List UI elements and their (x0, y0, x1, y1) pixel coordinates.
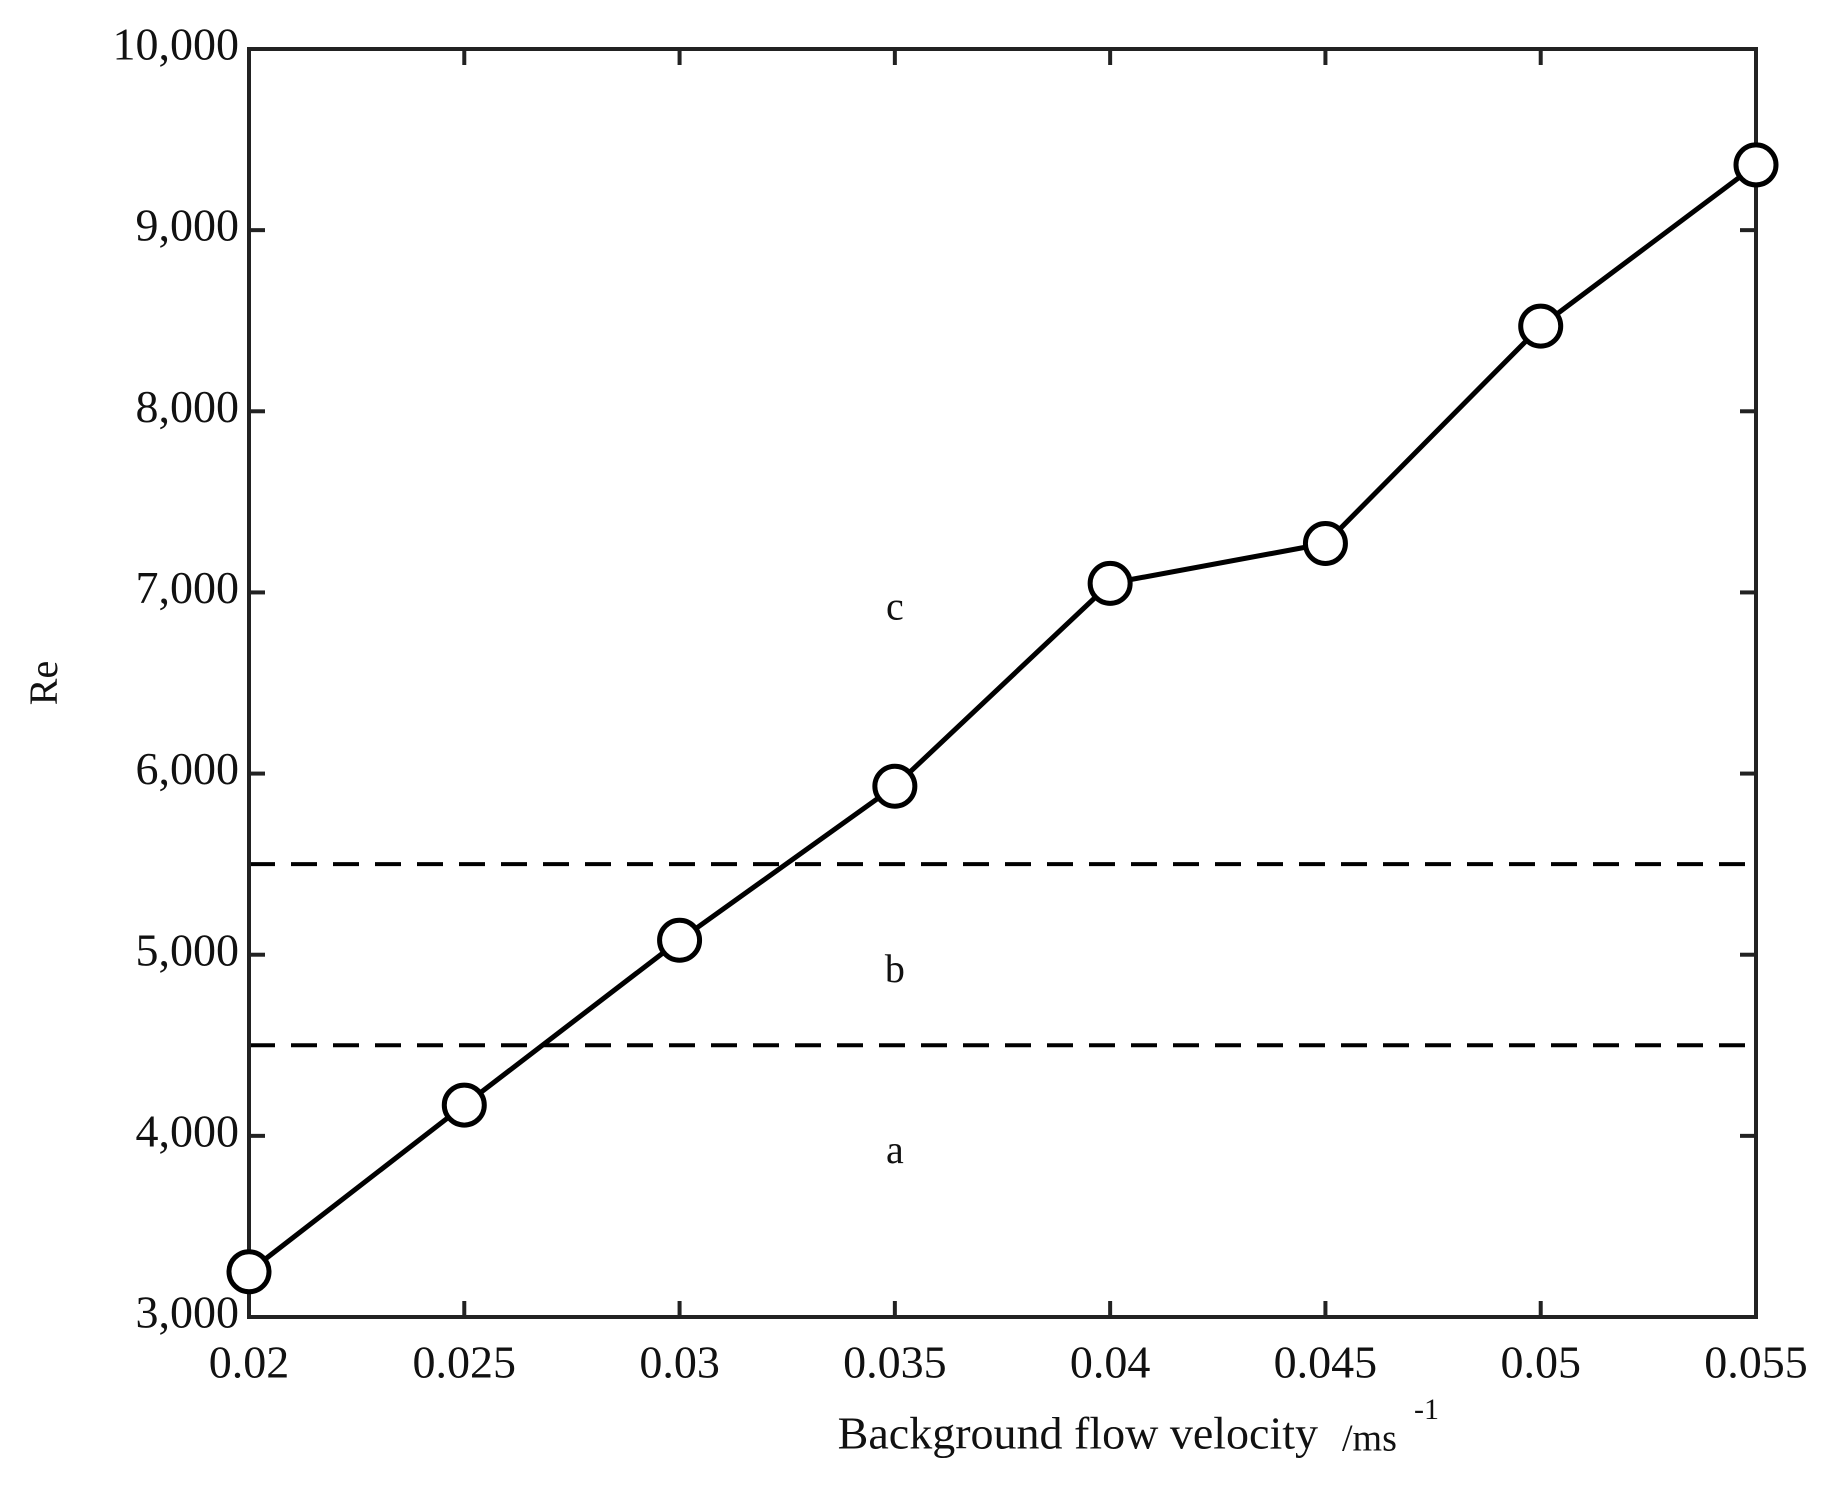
x-tick-label: 0.025 (413, 1337, 517, 1388)
data-point (872, 763, 918, 809)
x-tick-label: 0.02 (209, 1337, 290, 1388)
data-point (1518, 303, 1564, 349)
plot-frame (247, 47, 1758, 1319)
y-tick-label: 7,000 (136, 562, 240, 613)
y-tick-label: 8,000 (136, 381, 240, 432)
data-point (226, 1249, 272, 1295)
data-point (1087, 560, 1133, 606)
data-line (247, 162, 1758, 1274)
data-point (441, 1082, 487, 1128)
y-tick-label: 10,000 (113, 19, 240, 70)
x-axis-label: Background flow velocity (838, 1408, 1318, 1459)
y-tick-label: 4,000 (136, 1105, 240, 1156)
data-point (657, 917, 703, 963)
x-axis-unit-power: -1 (1414, 1393, 1439, 1426)
x-tick-label: 0.04 (1070, 1337, 1151, 1388)
x-tick-label: 0.03 (639, 1337, 720, 1388)
x-tick-label: 0.055 (1704, 1337, 1808, 1388)
data-point (1302, 521, 1348, 567)
y-tick-label: 9,000 (136, 200, 240, 251)
y-tick-label: 5,000 (136, 924, 240, 975)
y-tick-label: 3,000 (136, 1287, 240, 1338)
data-point (1733, 142, 1779, 188)
y-axis-label: Re (21, 661, 66, 705)
x-tick-label: 0.05 (1500, 1337, 1581, 1388)
annotation: a (886, 1127, 904, 1172)
annotation: c (886, 584, 904, 629)
x-axis-unit: /ms (1342, 1418, 1397, 1460)
annotation: b (885, 946, 905, 991)
y-tick-label: 6,000 (136, 743, 240, 794)
x-tick-label: 0.035 (843, 1337, 947, 1388)
x-tick-label: 0.045 (1274, 1337, 1378, 1388)
